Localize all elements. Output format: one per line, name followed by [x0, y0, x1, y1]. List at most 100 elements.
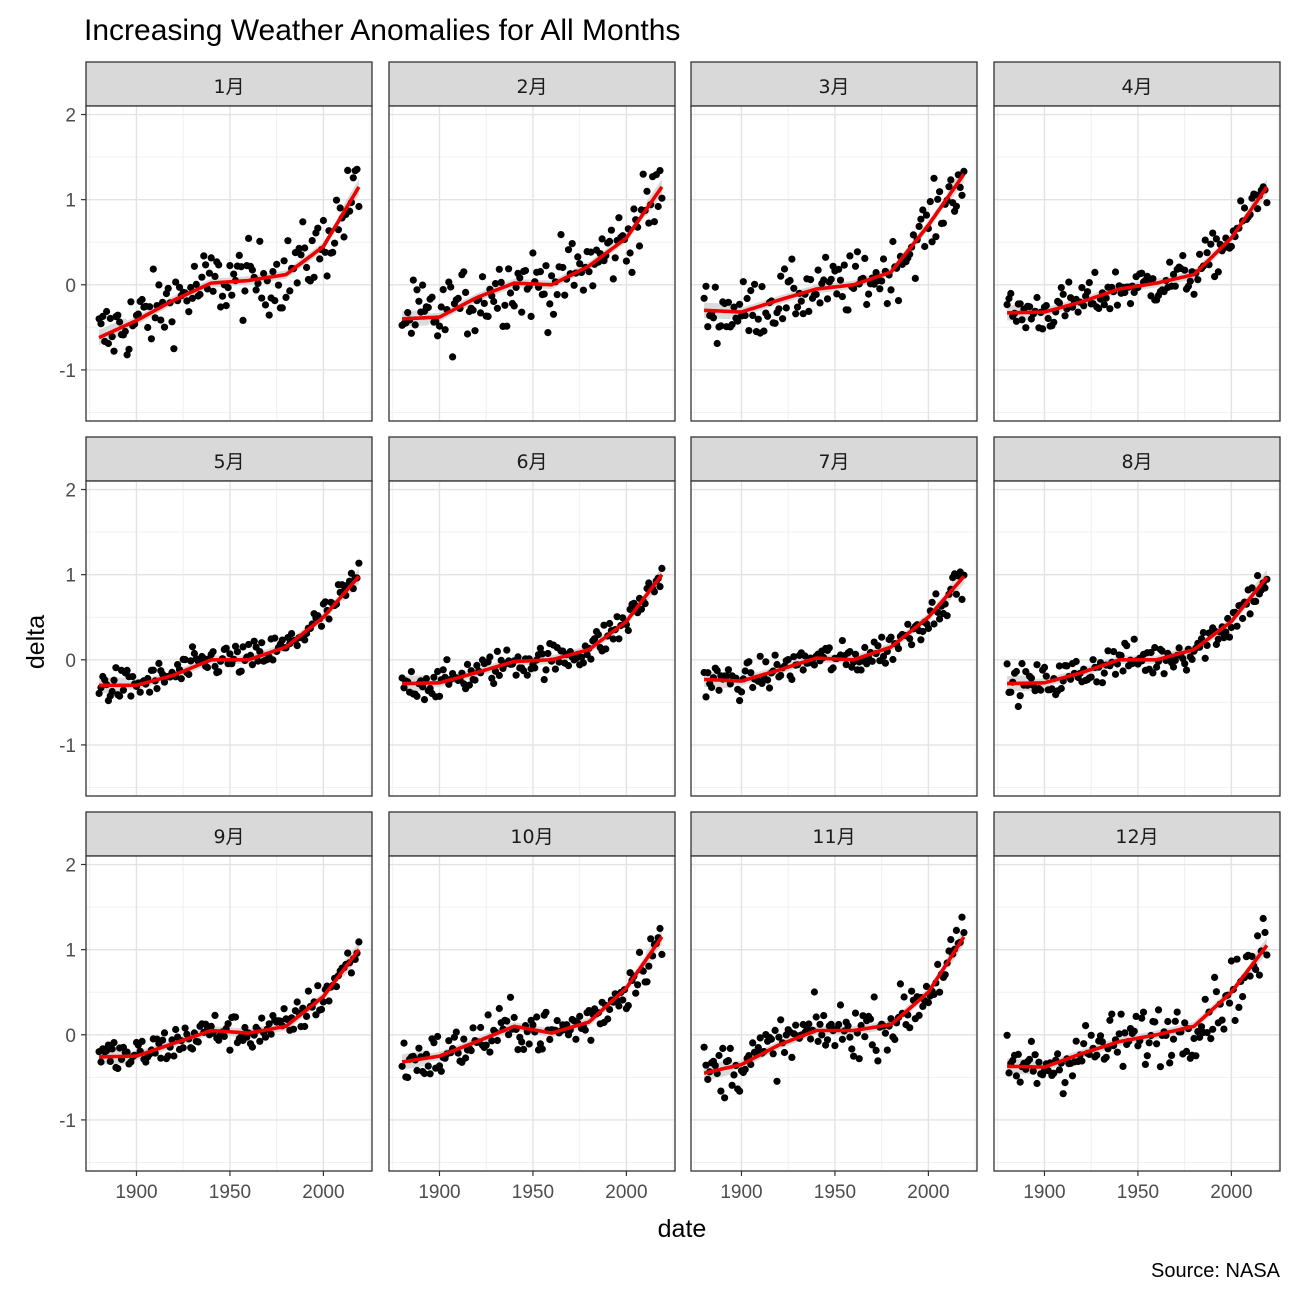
data-point	[1237, 197, 1245, 205]
data-point	[1227, 623, 1235, 632]
data-point	[155, 281, 163, 289]
data-point	[1254, 572, 1262, 580]
data-point	[788, 255, 796, 263]
y-tick-label: 0	[65, 1026, 76, 1047]
data-point	[426, 1070, 434, 1078]
data-point	[484, 312, 492, 320]
data-point	[1153, 663, 1161, 671]
data-point	[833, 290, 841, 298]
data-point	[108, 687, 116, 696]
facet-panel: 3月	[690, 61, 978, 422]
data-point	[579, 286, 588, 294]
data-point	[939, 219, 948, 227]
data-point	[736, 1087, 744, 1095]
data-point	[1119, 667, 1127, 675]
data-point	[911, 274, 919, 282]
data-point	[702, 1061, 710, 1069]
data-point	[254, 657, 262, 665]
data-point	[1235, 1003, 1243, 1012]
data-point	[711, 283, 719, 291]
data-point	[299, 218, 307, 226]
data-point	[1181, 266, 1189, 274]
data-point	[114, 1064, 122, 1073]
data-point	[628, 268, 636, 276]
data-point	[1074, 308, 1082, 316]
data-point	[278, 636, 286, 644]
data-point	[777, 272, 785, 280]
data-point	[728, 321, 736, 329]
data-point	[1194, 1028, 1202, 1036]
data-point	[282, 293, 290, 301]
data-point	[775, 1033, 783, 1041]
data-point	[536, 268, 545, 276]
data-point	[1231, 1016, 1239, 1025]
data-point	[1166, 1059, 1174, 1067]
data-point	[807, 276, 815, 284]
data-point	[1160, 670, 1168, 678]
data-point	[239, 316, 247, 324]
data-point	[1138, 269, 1146, 277]
data-point	[1220, 1025, 1228, 1033]
data-point	[434, 667, 442, 676]
data-point	[252, 286, 260, 294]
data-point	[434, 332, 442, 340]
data-point	[572, 1035, 580, 1043]
data-point	[1063, 662, 1071, 670]
data-point	[921, 242, 929, 251]
data-point	[870, 993, 878, 1001]
data-point	[719, 1044, 727, 1052]
smooth-trend-line	[402, 185, 664, 321]
data-point	[637, 605, 646, 613]
data-point	[611, 254, 619, 262]
data-point	[271, 297, 279, 305]
data-point	[737, 688, 746, 696]
data-point	[1143, 1052, 1151, 1060]
data-point	[917, 636, 925, 644]
facet-panel: 8月	[993, 436, 1281, 797]
data-point	[256, 237, 264, 245]
data-point	[1171, 1017, 1179, 1025]
data-point	[97, 320, 105, 328]
x-tick-label: 2000	[907, 1182, 949, 1203]
data-point	[192, 280, 200, 288]
data-point	[771, 651, 779, 659]
data-point	[203, 663, 212, 672]
data-point	[1016, 1078, 1024, 1086]
data-point	[930, 174, 938, 182]
data-point	[121, 327, 129, 336]
x-tick-label: 1900	[1023, 1182, 1065, 1203]
facet-strip-label: 10月	[510, 826, 553, 848]
data-point	[956, 183, 964, 191]
data-point	[810, 988, 819, 996]
data-point	[248, 661, 256, 669]
data-point	[188, 294, 197, 302]
data-point	[172, 278, 180, 286]
data-point	[1151, 1018, 1159, 1026]
chart-title: Increasing Weather Anomalies for All Mon…	[84, 14, 680, 47]
data-point	[823, 1036, 832, 1044]
data-point	[1087, 1031, 1095, 1039]
data-point	[799, 310, 807, 318]
data-point	[632, 989, 640, 997]
data-point	[529, 249, 537, 257]
smooth-trend-line	[1007, 576, 1269, 686]
data-point	[1085, 279, 1093, 287]
data-point	[635, 242, 644, 250]
data-point	[1055, 662, 1063, 670]
data-point	[865, 290, 873, 298]
data-point	[1068, 1072, 1077, 1080]
facet-strip	[85, 436, 373, 482]
facet-panel: 10月 1900 1950 2000	[388, 811, 676, 1203]
data-point	[1050, 1069, 1058, 1077]
facet-strip	[388, 61, 676, 107]
data-point	[1224, 614, 1232, 623]
data-point	[883, 300, 891, 308]
data-point	[1254, 205, 1262, 213]
data-point	[717, 322, 725, 330]
caption: Source: NASA	[1151, 1260, 1281, 1282]
data-point	[265, 1020, 273, 1028]
panel-border	[690, 480, 978, 797]
data-point	[1080, 302, 1088, 310]
data-point	[908, 641, 916, 649]
data-point	[435, 1062, 444, 1070]
